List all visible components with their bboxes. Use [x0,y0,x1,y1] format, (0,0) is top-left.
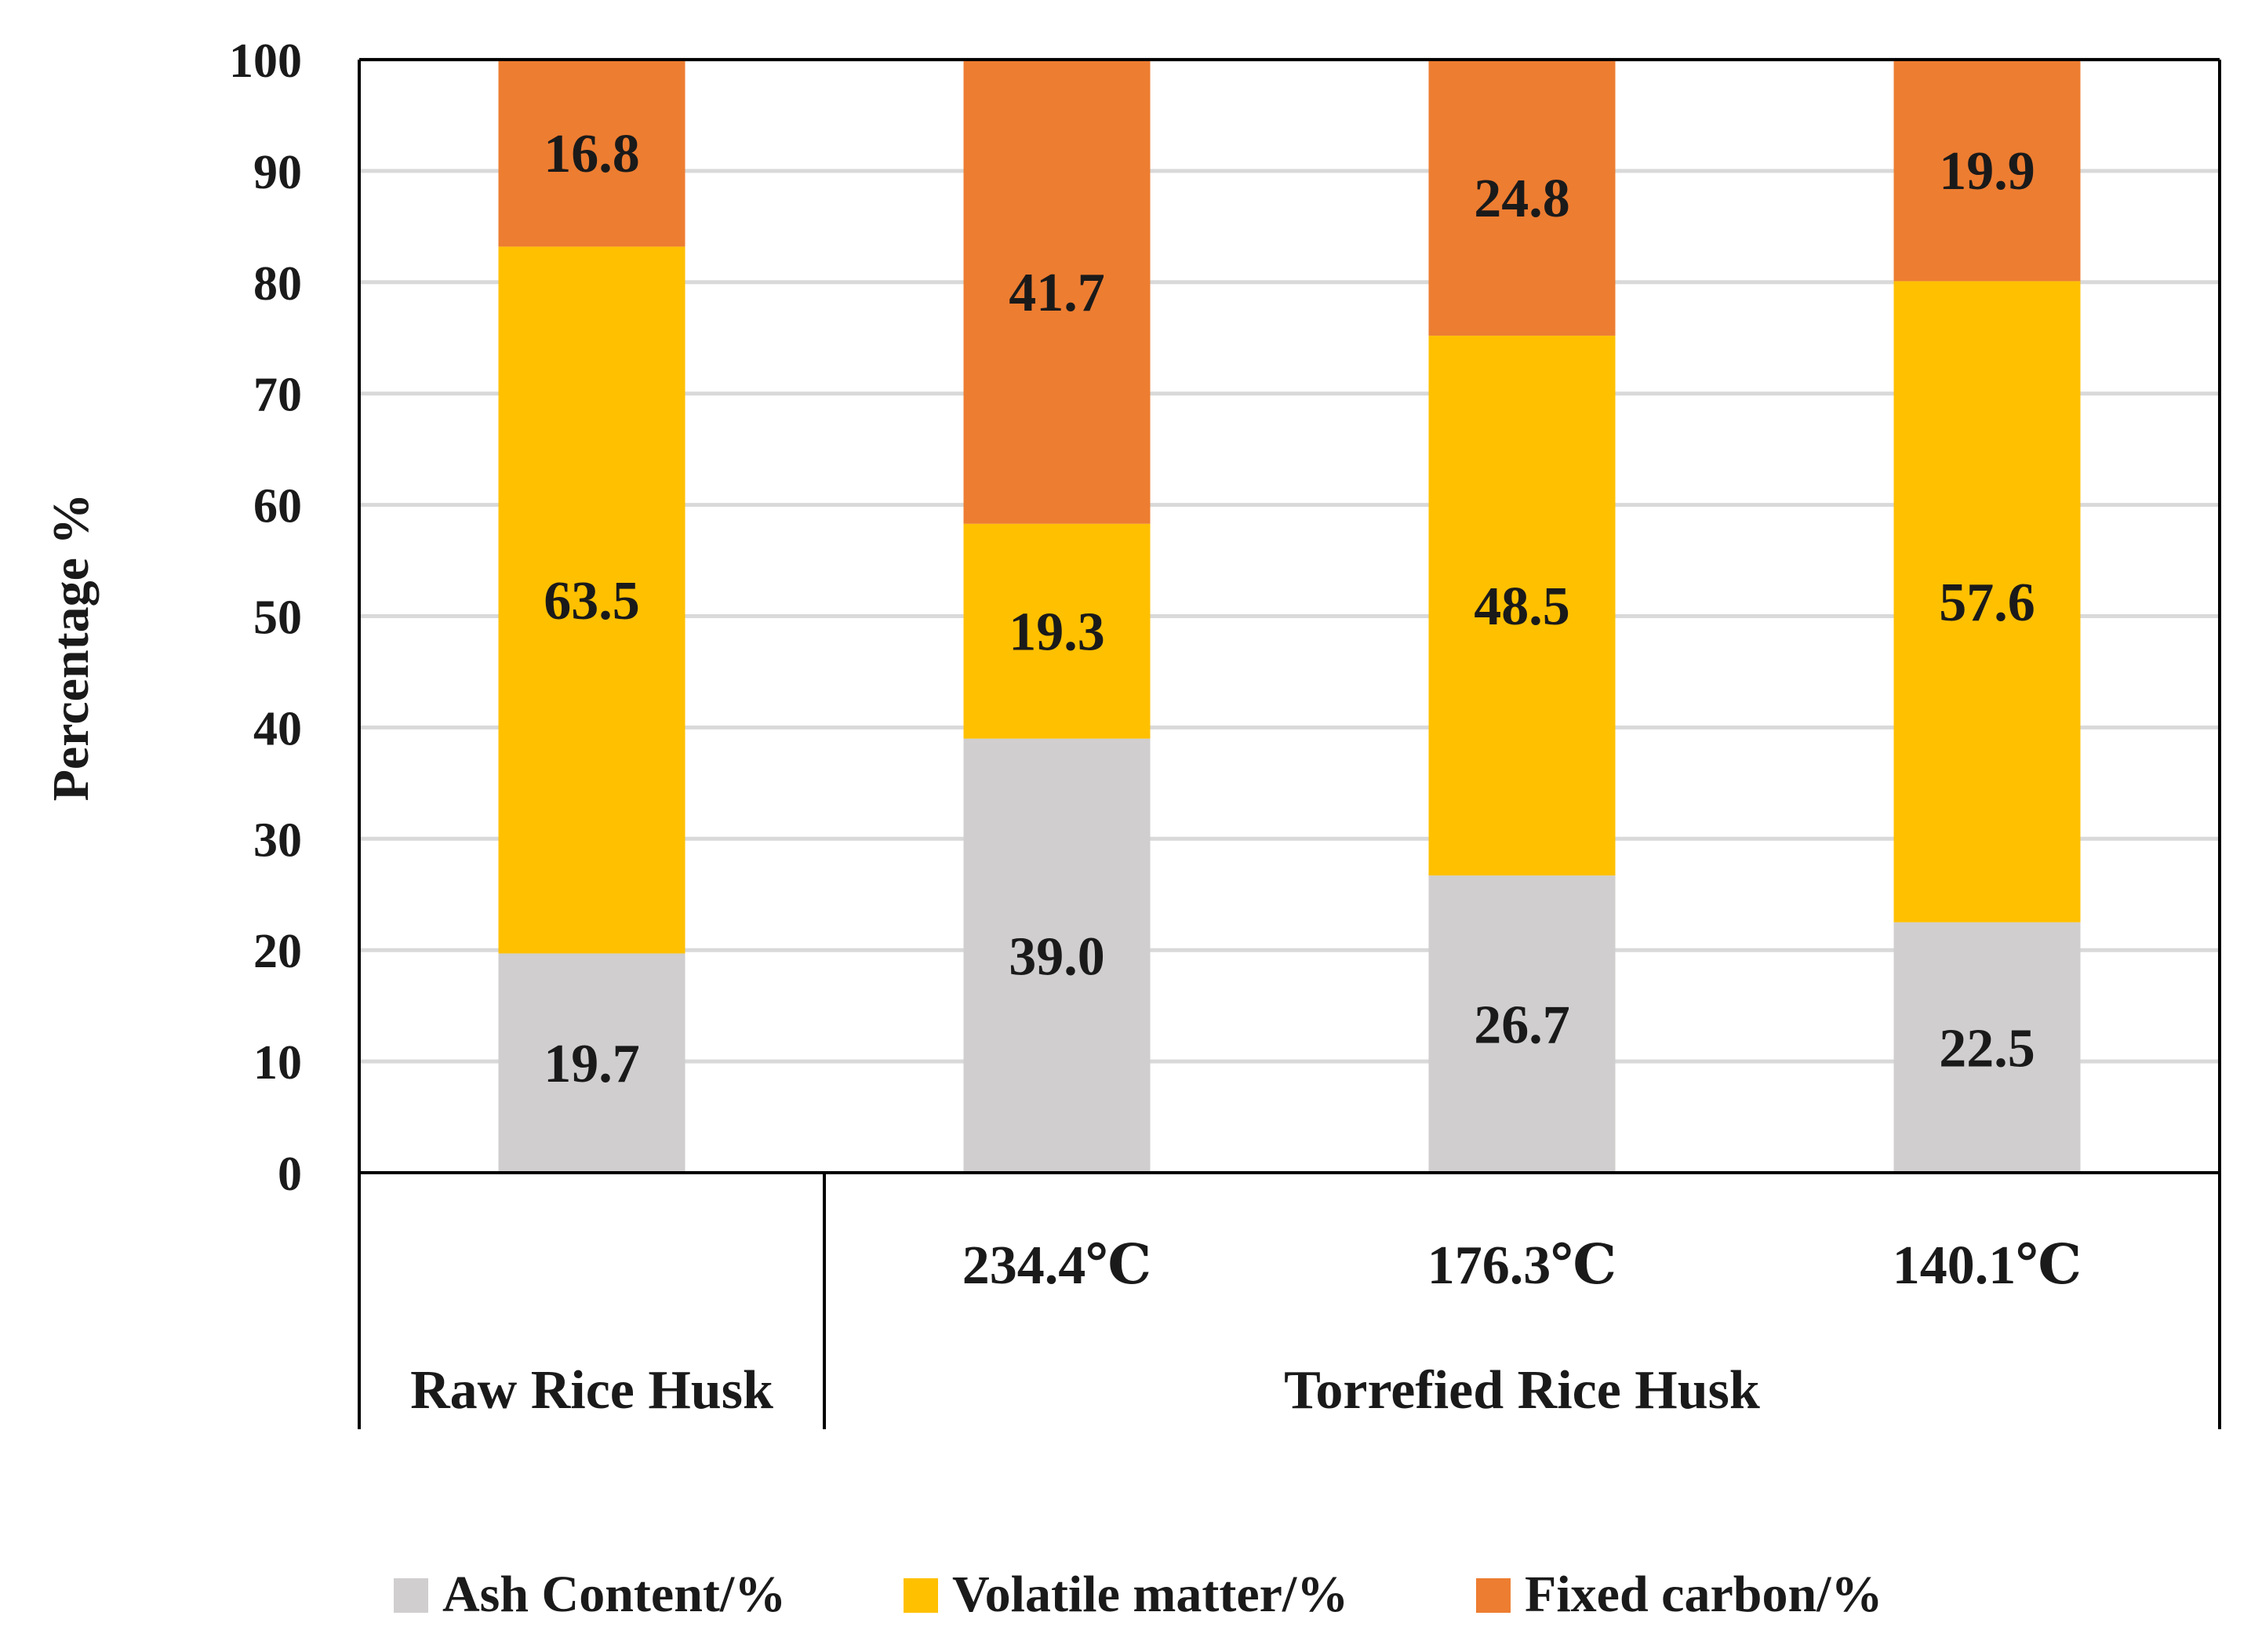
legend-label-ash: Ash Content/% [442,1566,786,1623]
x-category-label-1: 234.4℃ [962,1235,1151,1296]
bar-fixed-1 [963,60,1151,524]
bar-stack-2: 26.7 48.5 24.8 [1428,60,1616,1173]
bar-stack-0: 19.7 63.5 16.8 [498,60,685,1173]
bar-ash-0 [498,953,685,1173]
bar-volatile-2 [1428,335,1616,876]
plot-frame [358,58,2221,1429]
bar-stacks: 19.7 63.5 16.8 39.0 19.3 41.7 26.7 48.5 24.8 22.5… [498,60,2081,1173]
data-label-volatile-3: 57.6 [1939,573,2035,633]
y-tick-20: 20 [253,925,302,978]
data-label-ash-1: 39.0 [1009,926,1105,987]
data-label-volatile-0: 63.5 [544,571,640,631]
bar-stack-1: 39.0 19.3 41.7 [963,60,1151,1173]
legend-swatch-fixed [1476,1578,1511,1613]
data-label-fixed-2: 24.8 [1474,169,1570,229]
y-axis-ticks: 0 10 20 30 40 50 60 70 80 90 100 [229,35,302,1201]
legend: Ash Content/% Volatile matter/% Fixed carb… [394,1566,1883,1623]
bar-volatile-1 [963,523,1151,739]
bar-ash-1 [963,738,1151,1173]
y-axis-title: Percentage % [42,493,100,802]
data-label-ash-3: 22.5 [1939,1018,2035,1079]
bar-fixed-2 [1428,60,1616,336]
y-tick-100: 100 [229,35,302,88]
bar-volatile-0 [498,246,685,954]
y-tick-30: 30 [253,813,302,867]
y-tick-10: 10 [253,1036,302,1090]
y-tick-90: 90 [253,146,302,199]
legend-swatch-ash [394,1578,428,1613]
data-label-fixed-1: 41.7 [1009,263,1105,323]
legend-label-volatile: Volatile matter/% [952,1566,1348,1623]
x-category-label-3: 140.1℃ [1893,1235,2082,1296]
data-label-ash-0: 19.7 [544,1034,640,1094]
bar-volatile-3 [1893,281,2081,922]
legend-label-fixed: Fixed carbon/% [1525,1566,1883,1623]
data-label-ash-2: 26.7 [1474,995,1570,1056]
data-label-volatile-2: 48.5 [1474,577,1570,637]
legend-swatch-volatile [904,1578,938,1613]
bar-stack-3: 22.5 57.6 19.9 [1893,60,2081,1173]
data-label-volatile-1: 19.3 [1009,602,1105,663]
x-axis-categories: 234.4℃ 176.3℃ 140.1℃ Raw Rice Husk Torrefied… [410,1173,2082,1429]
y-tick-40: 40 [253,702,302,755]
y-tick-80: 80 [253,257,302,311]
y-tick-0: 0 [278,1148,302,1201]
x-category-label-2: 176.3℃ [1427,1235,1616,1296]
x-group-label-0: Raw Rice Husk [410,1360,773,1421]
y-tick-70: 70 [253,369,302,422]
bar-ash-3 [1893,922,2081,1173]
data-label-fixed-3: 19.9 [1939,141,2035,202]
x-group-label-1: Torrefied Rice Husk [1284,1360,1760,1421]
y-tick-60: 60 [253,480,302,533]
data-label-fixed-0: 16.8 [544,124,640,184]
bar-fixed-3 [1893,60,2081,282]
bar-fixed-0 [498,60,685,247]
y-tick-50: 50 [253,591,302,645]
bar-ash-2 [1428,875,1616,1173]
